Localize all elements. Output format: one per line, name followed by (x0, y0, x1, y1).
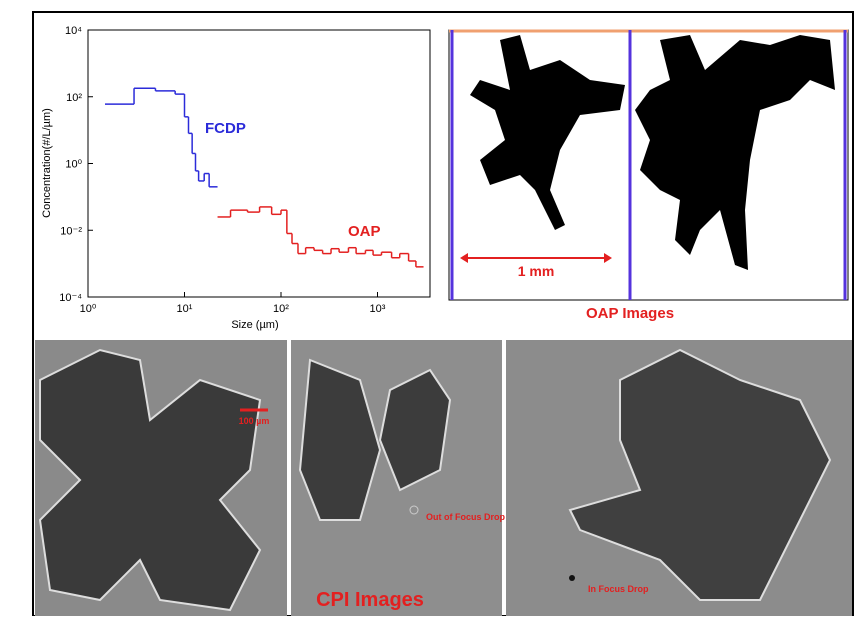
drop-label: In Focus Drop (588, 584, 649, 594)
cpi-images: 100 µm Out of Focus Drop In Focus Drop C… (35, 340, 852, 616)
x-tick-label: 10¹ (177, 303, 193, 315)
series-label: OAP (348, 223, 381, 240)
y-tick-label: 10⁻² (60, 225, 82, 237)
drop (569, 575, 575, 581)
y-tick-label: 10² (66, 92, 82, 104)
oap-images: 1 mm OAP Images (449, 30, 848, 322)
plot-area (88, 30, 430, 297)
y-tick-label: 10⁻⁴ (59, 292, 82, 304)
x-tick-label: 10³ (370, 303, 386, 315)
drop-label: Out of Focus Drop (426, 512, 505, 522)
oap-caption: OAP Images (586, 305, 674, 322)
y-tick-label: 10⁴ (65, 25, 82, 37)
y-axis-label: Concentration(#/L/µm) (41, 108, 53, 218)
cpi-caption: CPI Images (316, 589, 424, 611)
oap-scale-label: 1 mm (518, 263, 555, 279)
x-axis-label: Size (µm) (231, 319, 278, 331)
figure: 1 mm OAP Images 100 µm Out of Focus Drop… (0, 0, 862, 616)
y-tick-label: 10⁰ (65, 159, 82, 171)
x-tick-label: 10² (273, 303, 289, 315)
x-tick-label: 10⁰ (80, 303, 97, 315)
series-label: FCDP (205, 120, 246, 137)
cpi-scale-label: 100 µm (239, 416, 270, 426)
